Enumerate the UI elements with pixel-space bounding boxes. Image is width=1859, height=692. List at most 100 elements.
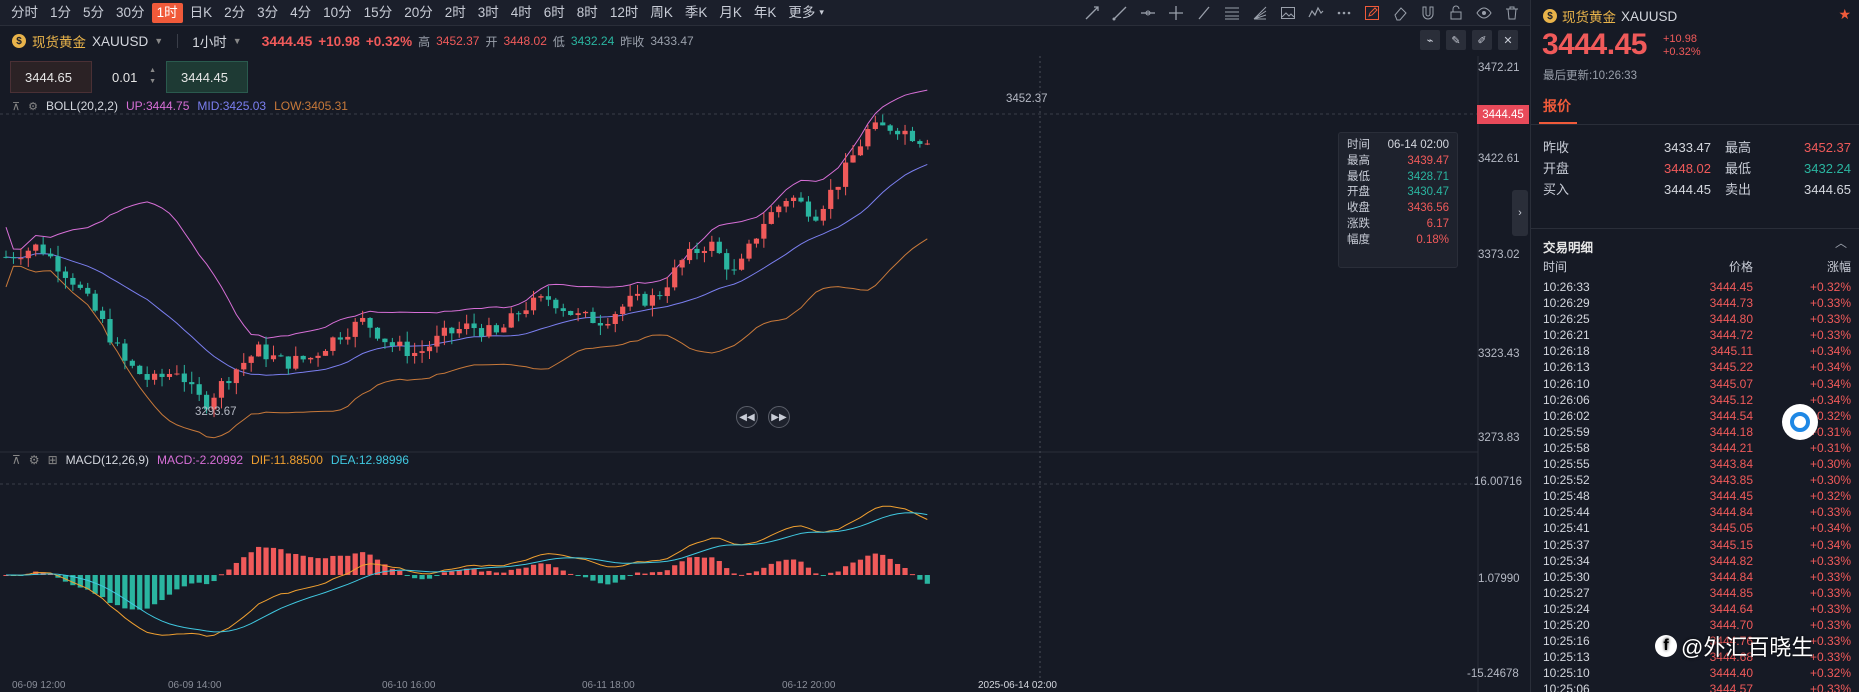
candlestick-chart[interactable] <box>0 56 1530 692</box>
macd-bar <box>828 572 834 575</box>
macd-bar <box>181 575 187 587</box>
chart-tools: ⌁ ✎ ✐ ✕ <box>1420 30 1518 50</box>
candle-body <box>709 241 715 251</box>
edit-icon[interactable] <box>1362 3 1382 23</box>
expand-icon[interactable]: ⊞ <box>47 453 58 467</box>
more-dropdown-icon[interactable]: ▾ <box>819 7 824 17</box>
settings-icon[interactable]: ⚙ <box>28 100 38 113</box>
period-select[interactable]: 1小时 <box>192 35 227 50</box>
symbol-code[interactable]: XAUUSD <box>92 33 149 49</box>
symbol-info-bar: $ 现货黄金 XAUUSD ▼ 1小时 ▼ 3444.45 +10.98 +0.… <box>0 26 1530 56</box>
interval-more[interactable]: 更多 <box>788 4 816 20</box>
panel-change-value: +10.98 <box>1663 33 1697 45</box>
symbol-dropdown-icon[interactable]: ▼ <box>154 36 164 46</box>
macd-bar <box>686 557 693 575</box>
assistant-float-button[interactable] <box>1782 404 1818 440</box>
collapse-icon[interactable]: ⊼ <box>12 453 21 467</box>
candle-body <box>248 356 254 363</box>
tooltip-value: 06-14 02:00 <box>1387 139 1449 151</box>
panel-symbol-name: 现货黄金 <box>1562 10 1616 25</box>
trade-price: 3445.11 <box>1710 344 1754 359</box>
expand-panel-icon[interactable]: › <box>1512 190 1528 236</box>
wave-icon[interactable] <box>1306 3 1326 23</box>
settings-icon[interactable]: ✐ <box>1472 30 1492 50</box>
interval-option[interactable]: 季K <box>684 4 708 20</box>
trade-price: 3444.76 <box>1709 634 1753 649</box>
lock-icon[interactable] <box>1446 3 1466 23</box>
fibonacci-icon[interactable] <box>1222 3 1242 23</box>
interval-option[interactable]: 1分 <box>50 4 72 20</box>
interval-option[interactable]: 30分 <box>116 4 145 20</box>
interval-option[interactable]: 3时 <box>477 4 499 20</box>
trend-line-icon[interactable] <box>1082 3 1102 23</box>
macd-bar <box>738 574 745 576</box>
collapse-icon[interactable]: ⊼ <box>12 100 21 113</box>
collapse-icon[interactable]: ︿ <box>1834 236 1847 250</box>
diagonal-line-icon[interactable] <box>1194 3 1214 23</box>
scroll-left-button[interactable]: ◀◀ <box>736 406 758 428</box>
buy-price-button[interactable]: 3444.45 <box>166 61 248 93</box>
divider <box>1531 124 1859 125</box>
tab-quote[interactable]: 报价 <box>1543 98 1571 114</box>
candle-body <box>256 344 262 357</box>
cross-line-icon[interactable] <box>1166 3 1186 23</box>
macd-bar <box>330 555 336 575</box>
macd-y-tick: 1.07990 <box>1478 573 1520 585</box>
settings-icon[interactable]: ⚙ <box>28 453 40 467</box>
tooltip-key: 最高 <box>1347 154 1370 167</box>
interval-option[interactable]: 2时 <box>444 4 466 20</box>
interval-option[interactable]: 5分 <box>83 4 105 20</box>
stepper-arrows-icon[interactable]: ▲ ▼ <box>149 67 156 85</box>
trash-icon[interactable] <box>1502 3 1522 23</box>
macd-bar <box>545 564 551 575</box>
image-icon[interactable] <box>1278 3 1298 23</box>
indicator-icon[interactable]: ⌁ <box>1420 30 1440 50</box>
interval-option[interactable]: 20分 <box>404 4 433 20</box>
candle-body <box>270 355 277 360</box>
quantity-stepper[interactable]: 0.01 ▲ ▼ <box>98 61 160 93</box>
trade-price: 3445.07 <box>1709 376 1753 391</box>
quantity-value[interactable]: 0.01 <box>112 69 138 85</box>
interval-option[interactable]: 分时 <box>11 4 38 20</box>
candle-body <box>77 284 83 288</box>
interval-option[interactable]: 年K <box>753 4 777 20</box>
favorite-star-icon[interactable]: ★ <box>1838 6 1851 22</box>
period-dropdown-icon[interactable]: ▼ <box>232 36 242 46</box>
symbol-name[interactable]: 现货黄金 <box>32 35 86 50</box>
fan-icon[interactable] <box>1250 3 1270 23</box>
interval-option[interactable]: 10分 <box>323 4 352 20</box>
sell-price-button[interactable]: 3444.65 <box>10 61 92 93</box>
interval-option[interactable]: 12时 <box>609 4 639 20</box>
interval-option[interactable]: 周K <box>650 4 673 20</box>
pencil-icon[interactable]: ✎ <box>1446 30 1466 50</box>
scroll-right-button[interactable]: ▶▶ <box>768 406 790 428</box>
interval-option[interactable]: 3分 <box>257 4 279 20</box>
interval-option[interactable]: 8时 <box>576 4 598 20</box>
more-tools-icon[interactable] <box>1334 3 1354 23</box>
low-annotation: 3293.67 <box>195 406 237 418</box>
interval-option[interactable]: 月K <box>719 4 742 20</box>
candle-body <box>189 382 195 385</box>
eraser-icon[interactable] <box>1390 3 1410 23</box>
candle-body <box>144 374 150 380</box>
interval-option[interactable]: 6时 <box>543 4 565 20</box>
interval-option[interactable]: 日K <box>189 4 213 20</box>
tooltip-row: 收盘 3436.56 <box>1347 201 1449 217</box>
close-icon[interactable]: ✕ <box>1498 30 1518 50</box>
trade-row: 10:25:16 3444.76 +0.33% <box>1543 633 1851 649</box>
candle-body <box>70 277 76 285</box>
magnet-icon[interactable] <box>1418 3 1438 23</box>
candle-body <box>129 360 135 366</box>
interval-option[interactable]: 4时 <box>510 4 532 20</box>
eye-icon[interactable] <box>1474 3 1494 23</box>
tooltip-value: 3436.56 <box>1407 202 1449 215</box>
interval-option[interactable]: 2分 <box>224 4 246 20</box>
interval-option[interactable]: 1时 <box>151 2 183 23</box>
ray-line-icon[interactable] <box>1110 3 1130 23</box>
candle-body <box>605 323 611 326</box>
horizontal-line-icon[interactable] <box>1138 3 1158 23</box>
candle-body <box>389 342 395 347</box>
interval-option[interactable]: 15分 <box>363 4 393 20</box>
interval-option[interactable]: 4分 <box>290 4 312 20</box>
candle-body <box>360 317 366 322</box>
